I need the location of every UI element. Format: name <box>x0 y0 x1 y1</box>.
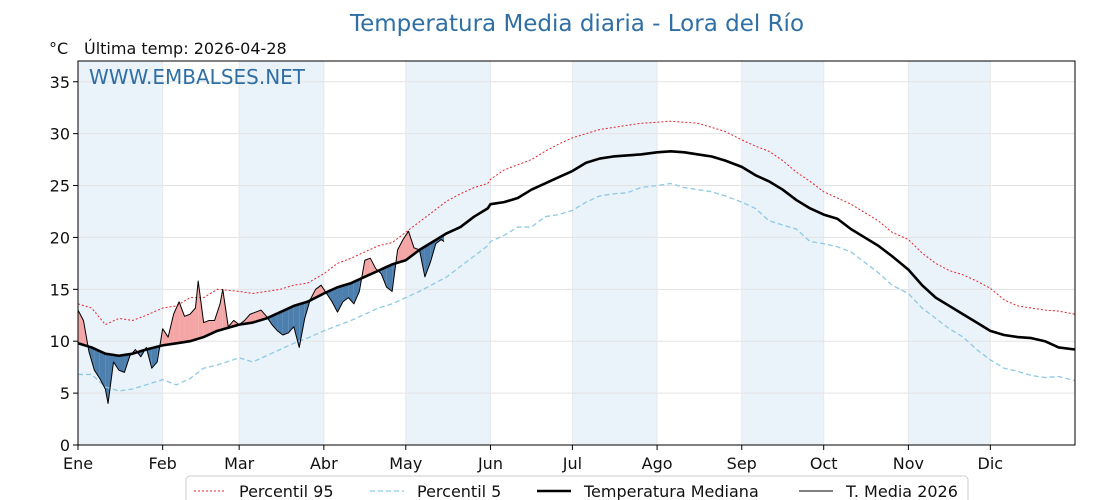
anomaly-fill-48 <box>332 287 338 313</box>
y-tick-label-10: 10 <box>50 332 70 351</box>
month-band-jul <box>572 61 658 445</box>
y-tick-label-25: 25 <box>50 177 70 196</box>
anomaly-fill-54 <box>364 258 371 277</box>
x-tick-label-nov: Nov <box>893 454 924 473</box>
legend-median-label: Temperatura Mediana <box>583 482 759 500</box>
month-band-mar <box>239 61 324 445</box>
x-axis: Ene Feb Mar Abr May Jun Jul Ago Sep Oct Nov Dic <box>63 445 1003 473</box>
anomaly-fill-41 <box>293 304 300 348</box>
x-tick-label-feb: Feb <box>149 454 177 473</box>
legend-p5-label: Percentil 5 <box>417 482 501 500</box>
anomaly-fill-38 <box>277 310 283 335</box>
x-tick-label-dic: Dic <box>978 454 1004 473</box>
anomaly-fill-39 <box>282 308 289 335</box>
legend-p95-label: Percentil 95 <box>239 482 334 500</box>
anomaly-fill-51 <box>348 281 354 304</box>
series-line-median <box>77 149 1076 358</box>
y-tick-label-5: 5 <box>60 384 70 403</box>
anomaly-fill-49 <box>337 285 343 313</box>
y-tick-label-35: 35 <box>50 73 70 92</box>
anomaly-fill-23 <box>198 281 204 339</box>
anomaly-fill-60 <box>397 239 404 263</box>
anomaly-fill-58 <box>386 264 393 292</box>
anomaly-fill-40 <box>288 305 294 333</box>
anomaly-fill-16 <box>162 328 169 346</box>
legend-box <box>185 475 969 500</box>
y-tick-label-0: 0 <box>60 436 70 455</box>
x-tick-label-may: May <box>389 454 422 473</box>
anomaly-fill-8 <box>118 354 125 373</box>
watermark: WWW.EMBALSES.NET <box>89 65 306 89</box>
anomaly-fill-33 <box>250 312 256 323</box>
plot-frame <box>77 60 1076 446</box>
legend-current-label: T. Media 2026 <box>845 482 958 500</box>
anomaly-fill-24 <box>203 320 210 338</box>
month-band-ene <box>78 61 163 445</box>
x-tick-label-jul: Jul <box>562 454 582 473</box>
anomaly-fill-62 <box>408 231 414 259</box>
y-tick-label-30: 30 <box>50 125 70 144</box>
anomaly-fill-65 <box>424 243 431 277</box>
anomaly-fill-57 <box>381 266 387 288</box>
series-line-p5 <box>78 182 1076 392</box>
last-temp-label: Última temp: 2026-04-28 <box>84 39 287 58</box>
series-line-current <box>77 230 445 404</box>
anomaly-fill-22 <box>195 281 199 340</box>
x-tick-label-ene: Ene <box>63 454 93 473</box>
y-tick-label-20: 20 <box>50 228 70 247</box>
month-band-sep <box>741 61 824 445</box>
y-tick-label-15: 15 <box>50 280 70 299</box>
anomaly-fill-19 <box>179 301 185 343</box>
anomaly-fill-55 <box>370 258 376 275</box>
y-axis: 0 5 10 15 20 25 30 35 <box>50 73 78 455</box>
anomaly-fill-25 <box>209 320 215 335</box>
anomaly-fill-50 <box>342 283 349 302</box>
month-band-nov <box>908 61 991 445</box>
x-tick-label-jun: Jun <box>477 454 503 473</box>
anomaly-fill-52 <box>353 279 360 304</box>
y-unit-label: °C <box>49 39 68 58</box>
anomaly-fill-3 <box>94 348 100 379</box>
x-tick-label-ago: Ago <box>642 454 673 473</box>
month-bands <box>78 61 991 445</box>
x-tick-label-abr: Abr <box>310 454 338 473</box>
chart-title: Temperatura Media diaria - Lora del Río <box>349 11 804 37</box>
anomaly-fill-27 <box>220 289 223 331</box>
anomaly-fill-37 <box>271 313 278 331</box>
anomaly-fill-4 <box>99 351 106 389</box>
anomaly-fill-7 <box>113 354 119 371</box>
x-tick-label-mar: Mar <box>224 454 255 473</box>
x-tick-label-oct: Oct <box>810 454 838 473</box>
x-tick-label-sep: Sep <box>727 454 757 473</box>
anomaly-fill-42 <box>299 302 305 348</box>
series-line-p95 <box>77 120 1076 326</box>
series-lines <box>77 120 1076 404</box>
anomaly-fill-26 <box>214 303 221 333</box>
anomaly-fill-61 <box>403 231 409 262</box>
anomaly-fill-20 <box>184 314 190 343</box>
anomaly-fill-32 <box>244 314 251 324</box>
anomaly-fill-34 <box>255 310 262 322</box>
anomaly-fill-21 <box>189 308 196 342</box>
legend: Percentil 95 Percentil 5 Temperatura Med… <box>185 475 969 500</box>
